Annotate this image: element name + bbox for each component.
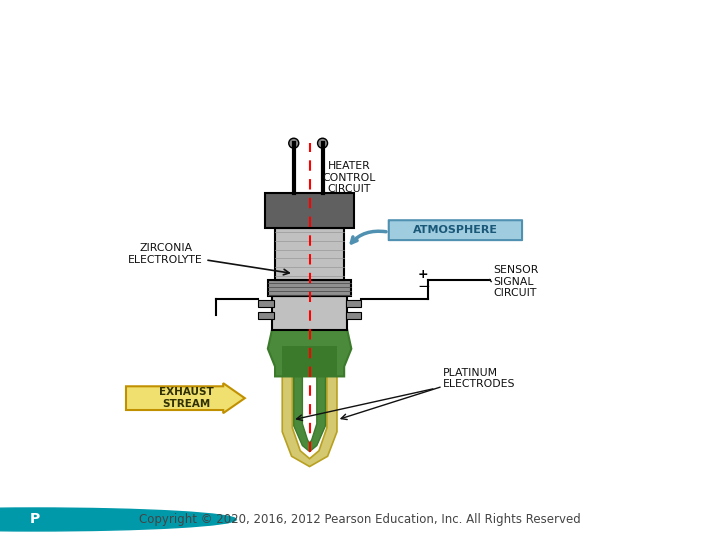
FancyBboxPatch shape (265, 193, 354, 228)
Text: P: P (30, 512, 40, 526)
Circle shape (0, 508, 236, 531)
FancyBboxPatch shape (282, 369, 337, 377)
Text: +: + (418, 268, 428, 281)
FancyBboxPatch shape (268, 280, 351, 296)
Text: ZIRCONIA
ELECTROLYTE: ZIRCONIA ELECTROLYTE (128, 243, 203, 265)
FancyBboxPatch shape (346, 312, 361, 319)
FancyArrow shape (126, 383, 245, 413)
Text: Pearson: Pearson (71, 513, 123, 526)
FancyBboxPatch shape (258, 300, 274, 307)
FancyBboxPatch shape (282, 346, 337, 354)
FancyBboxPatch shape (346, 300, 361, 307)
Text: −: − (417, 279, 430, 294)
Text: Figure 78.4 A typical heated zirconia oxygen sensor, showing
the sensor signal c: Figure 78.4 A typical heated zirconia ox… (9, 3, 644, 83)
FancyBboxPatch shape (275, 228, 344, 280)
Text: Copyright © 2020, 2016, 2012 Pearson Education, Inc. All Rights Reserved: Copyright © 2020, 2016, 2012 Pearson Edu… (139, 513, 581, 526)
Text: ATMOSPHERE: ATMOSPHERE (413, 225, 498, 235)
Polygon shape (294, 345, 325, 451)
FancyBboxPatch shape (282, 354, 337, 361)
Circle shape (289, 138, 299, 148)
Text: EXHAUST
STREAM: EXHAUST STREAM (159, 387, 214, 409)
Polygon shape (268, 329, 351, 376)
FancyBboxPatch shape (282, 361, 337, 369)
Text: SENSOR
SIGNAL
CIRCUIT: SENSOR SIGNAL CIRCUIT (493, 265, 539, 298)
FancyBboxPatch shape (389, 220, 522, 240)
FancyBboxPatch shape (272, 296, 347, 330)
Text: HEATER
CONTROL
CIRCUIT: HEATER CONTROL CIRCUIT (323, 161, 376, 194)
Text: PLATINUM
ELECTRODES: PLATINUM ELECTRODES (443, 368, 516, 389)
Circle shape (318, 138, 328, 148)
Polygon shape (282, 345, 337, 467)
FancyBboxPatch shape (258, 312, 274, 319)
